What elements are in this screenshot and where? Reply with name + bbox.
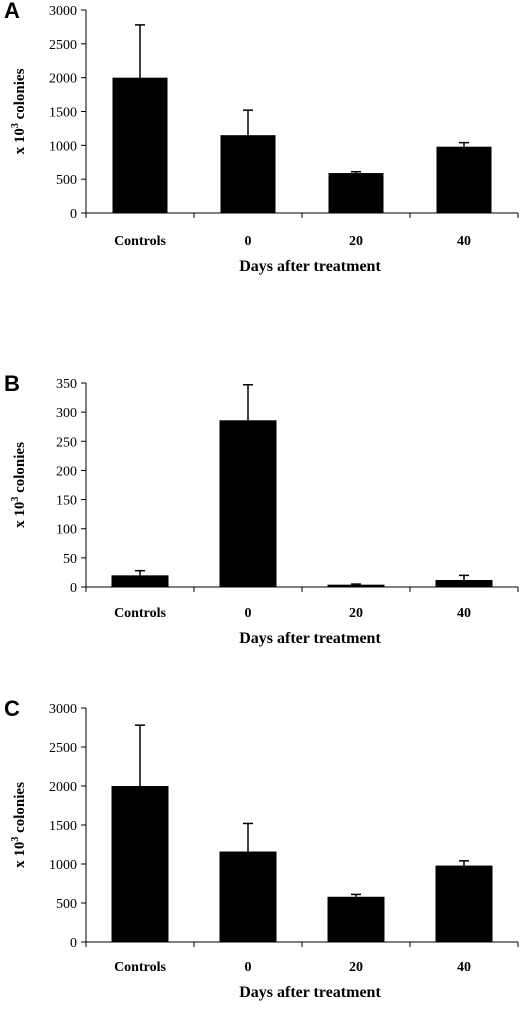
y-tick-label: 300	[56, 406, 77, 421]
y-tick-label: 100	[56, 523, 77, 538]
x-category-label: Controls	[114, 234, 166, 249]
y-tick-label: 2000	[49, 72, 77, 87]
x-category-label: 20	[349, 960, 363, 975]
y-axis-label: x 103 colonies	[10, 782, 28, 868]
bar	[219, 420, 277, 587]
x-category-label: 0	[245, 606, 252, 621]
y-tick-label: 200	[56, 464, 77, 479]
y-tick-label: 500	[56, 173, 77, 188]
x-category-label: 40	[457, 234, 471, 249]
y-tick-label: 1000	[49, 858, 77, 873]
chart-panel-c: C 0 500 1000 1500 2000 2500 3000 Controls 0 20 40 Da…	[0, 696, 520, 1008]
y-tick-label: 2500	[49, 741, 77, 756]
bar	[435, 580, 493, 587]
y-tick-label: 50	[63, 552, 77, 567]
bar	[220, 135, 276, 213]
bar	[327, 584, 385, 587]
y-tick-label: 0	[70, 581, 77, 596]
x-category-label: Controls	[114, 606, 166, 621]
y-tick-label: 3000	[49, 4, 77, 19]
panel-label: C	[4, 700, 20, 721]
bar-chart-b: B 0 50 100 150 200 250 300 350 Controls 0 20 40 Days …	[4, 371, 519, 647]
y-tick-label: 3000	[49, 702, 77, 717]
y-tick-label: 500	[56, 897, 77, 912]
y-tick-label: 250	[56, 435, 77, 450]
y-tick-label: 2500	[49, 38, 77, 53]
y-tick-label: 350	[56, 377, 77, 392]
y-axis-label: x 103 colonies	[10, 68, 28, 154]
y-axis-label-superscript: 3	[10, 497, 21, 502]
x-category-label: 0	[245, 234, 252, 249]
chart-panel-a: A 0 500 1000 1500 2000 2500 3000 Controls 0 20 40 Da…	[0, 0, 520, 290]
x-category-label: 20	[349, 606, 363, 621]
x-category-label: 20	[349, 234, 363, 249]
bar	[219, 851, 277, 942]
y-axis-label: x 103 colonies	[10, 442, 28, 528]
y-tick-label: 1500	[49, 819, 77, 834]
x-category-label: 40	[457, 960, 471, 975]
bar	[111, 786, 169, 942]
bar	[112, 77, 168, 214]
bar	[436, 146, 492, 213]
y-tick-label: 2000	[49, 780, 77, 795]
x-category-label: 0	[245, 960, 252, 975]
x-category-label: 40	[457, 606, 471, 621]
bar-chart-c: C 0 500 1000 1500 2000 2500 3000 Controls 0 20 40 Da…	[4, 696, 519, 1001]
panel-label: A	[4, 0, 20, 23]
panel-label: B	[4, 371, 20, 396]
x-axis-label: Days after treatment	[239, 258, 381, 275]
y-axis-label-superscript: 3	[10, 837, 21, 842]
bar	[328, 173, 384, 213]
y-axis-label-superscript: 3	[10, 123, 21, 128]
x-axis-label: Days after treatment	[239, 984, 381, 1001]
y-tick-label: 0	[70, 936, 77, 951]
bar	[435, 865, 493, 942]
chart-panel-b: B 0 50 100 150 200 250 300 350 Controls 0 20 40 Days …	[0, 360, 520, 660]
y-tick-label: 0	[70, 207, 77, 222]
bar	[327, 896, 385, 942]
y-tick-label: 150	[56, 494, 77, 509]
x-category-label: Controls	[114, 960, 166, 975]
y-tick-label: 1500	[49, 106, 77, 121]
y-tick-label: 1000	[49, 139, 77, 154]
x-axis-label: Days after treatment	[239, 630, 381, 647]
bar	[111, 575, 169, 587]
bar-chart-a: A 0 500 1000 1500 2000 2500 3000 Controls 0 20 40 Da…	[4, 0, 519, 275]
